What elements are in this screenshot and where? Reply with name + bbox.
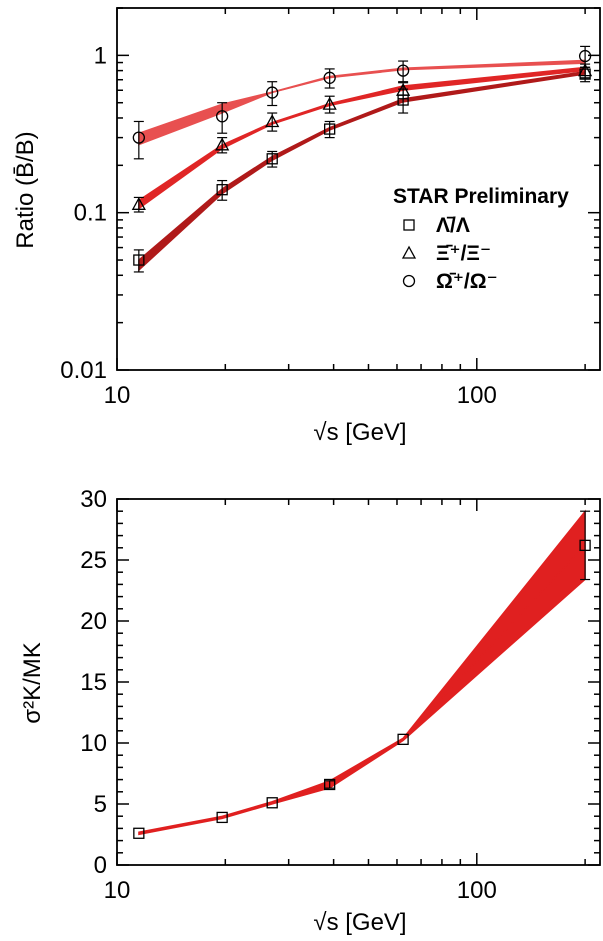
y-tick-label: 30	[80, 486, 107, 513]
sigma-chart: 0 5 10 15 20 25 30 10 100 σ²K/MK √s [GeV]	[19, 486, 601, 936]
triangle-marker	[396, 82, 411, 96]
sigma-y-tick-labels: 0 5 10 15 20 25 30	[80, 486, 107, 879]
triangle-marker	[322, 96, 337, 110]
star-preliminary-label: STAR Preliminary	[393, 185, 569, 208]
ratio-x-tick-labels: 10 100	[104, 382, 497, 409]
sigma-ticks	[116, 498, 600, 866]
square-marker	[266, 153, 278, 165]
sigma-x-tick-labels: 10 100	[104, 877, 497, 904]
sigma-x-axis-label: √s [GeV]	[313, 909, 406, 936]
y-tick-label: 15	[80, 669, 107, 696]
ratio-markers	[131, 49, 593, 266]
x-tick-label: 100	[457, 877, 497, 904]
y-tick-label: 0.01	[60, 357, 107, 384]
band-series-0	[138, 70, 586, 272]
x-tick-label: 10	[104, 382, 131, 409]
line-series-0	[138, 544, 586, 835]
ratio-y-tick-labels: 0.01 0.1 1	[60, 42, 107, 384]
triangle-marker	[401, 245, 417, 259]
sigma-error-bars	[324, 510, 591, 789]
x-tick-label: 10	[104, 877, 131, 904]
line-series-1	[138, 68, 586, 205]
ratio-y-axis-label: Ratio (B̄/B)	[12, 131, 39, 248]
square-marker	[324, 123, 336, 135]
y-tick-label: 20	[80, 608, 107, 635]
y-tick-label: 10	[80, 730, 107, 757]
legend-entry-label: Ω̄⁺/Ω⁻	[436, 270, 498, 293]
line-series-0	[138, 72, 586, 266]
sigma-y-axis-label: σ²K/MK	[19, 642, 46, 723]
square-marker	[133, 254, 145, 266]
x-tick-label: 100	[457, 382, 497, 409]
sigma-markers	[133, 539, 591, 839]
square-marker	[216, 811, 228, 824]
triangle-marker	[265, 114, 280, 128]
y-tick-label: 1	[94, 42, 107, 69]
y-tick-label: 5	[94, 791, 107, 818]
square-marker	[216, 184, 228, 196]
square-marker	[579, 539, 591, 552]
sigma-band	[138, 509, 586, 836]
ratio-plot-frame	[116, 7, 601, 371]
circle-marker	[402, 274, 416, 288]
circle-marker	[132, 131, 145, 144]
square-marker	[397, 733, 409, 745]
ratio-legend: Λ̄/Λ Ξ̄⁺/Ξ⁻ Ω̄⁺/Ω⁻	[401, 214, 498, 293]
circle-marker	[266, 86, 279, 99]
circle-marker	[396, 64, 410, 77]
square-marker	[403, 219, 415, 231]
square-marker	[133, 827, 145, 839]
sigma-plot-frame	[116, 498, 601, 866]
triangle-marker	[215, 137, 230, 151]
circle-marker	[216, 110, 229, 123]
line-series-2	[138, 61, 586, 140]
legend-entry-label: Ξ̄⁺/Ξ⁻	[436, 242, 491, 265]
ratio-lines	[138, 61, 586, 266]
y-tick-label: 25	[80, 547, 107, 574]
circle-marker	[323, 71, 336, 84]
square-marker	[324, 778, 336, 791]
square-marker	[266, 797, 278, 809]
ratio-chart: 0.01 0.1 1 10 100 Ratio (B̄/B) √s [GeV] STA…	[12, 7, 601, 446]
triangle-marker	[131, 196, 146, 210]
y-tick-label: 0	[94, 852, 107, 879]
legend-entry-label: Λ̄/Λ	[436, 214, 470, 237]
ratio-bands	[138, 59, 586, 272]
sigma-line	[138, 544, 586, 835]
band-series-0	[138, 509, 586, 836]
triangle-marker	[578, 63, 593, 77]
ratio-x-axis-label: √s [GeV]	[313, 419, 406, 446]
y-tick-label: 0.1	[74, 200, 107, 227]
